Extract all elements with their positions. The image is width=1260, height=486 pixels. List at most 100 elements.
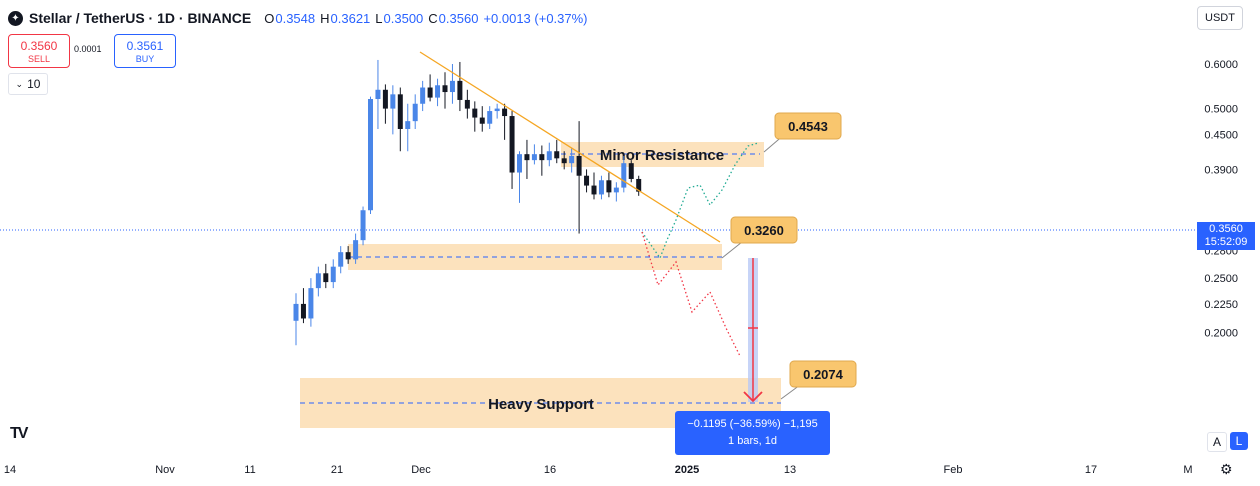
buy-button[interactable]: 0.3561 BUY xyxy=(114,34,176,68)
candle[interactable] xyxy=(338,246,344,274)
candle-body xyxy=(621,163,627,188)
measure-arrow-icon xyxy=(743,391,763,403)
candle[interactable] xyxy=(531,144,537,165)
candle[interactable] xyxy=(464,89,470,119)
candle[interactable] xyxy=(390,85,396,135)
sell-price: 0.3560 xyxy=(20,38,58,53)
candle[interactable] xyxy=(576,121,582,234)
candle[interactable] xyxy=(323,263,329,289)
candle[interactable] xyxy=(375,59,381,129)
auto-scale-button[interactable]: A xyxy=(1207,432,1227,452)
callout-0-3260[interactable]: 0.3260 xyxy=(721,216,798,259)
candle[interactable] xyxy=(420,80,426,112)
candle[interactable] xyxy=(502,103,508,140)
candle[interactable] xyxy=(479,106,485,132)
callout-text: 0.4543 xyxy=(788,119,828,134)
callout-text: 0.2074 xyxy=(803,367,844,382)
candle[interactable] xyxy=(405,103,411,152)
candle-body xyxy=(293,303,299,321)
candle[interactable] xyxy=(353,233,359,264)
currency-select[interactable]: USDT xyxy=(1197,6,1243,30)
callout-0-2074[interactable]: 0.2074 xyxy=(780,360,857,400)
candle[interactable] xyxy=(554,139,560,164)
time-tick-label: Dec xyxy=(411,464,431,476)
log-scale-button[interactable]: L xyxy=(1230,432,1248,450)
stellar-logo-icon: ✦ xyxy=(8,10,23,26)
tradingview-logo-icon[interactable]: TV xyxy=(10,425,29,442)
candle[interactable] xyxy=(300,288,306,324)
lots-dropdown[interactable]: ⌄ 10 xyxy=(8,73,48,95)
candle[interactable] xyxy=(308,278,314,327)
candle[interactable] xyxy=(457,61,463,112)
price-tick-label: 0.4500 xyxy=(1204,129,1238,141)
candle-body xyxy=(494,108,500,112)
candle-body xyxy=(554,151,560,159)
candle[interactable] xyxy=(517,151,522,203)
candle-body xyxy=(539,154,545,161)
candle[interactable] xyxy=(315,266,321,297)
support-zone[interactable] xyxy=(348,244,722,270)
candle[interactable] xyxy=(598,175,604,200)
candle-body xyxy=(524,154,530,161)
candle-body xyxy=(308,288,314,319)
candle[interactable] xyxy=(636,175,642,196)
current-price-value: 0.3560 xyxy=(1209,223,1243,235)
price-tick-label: 0.5000 xyxy=(1204,104,1238,116)
candles xyxy=(293,59,642,346)
time-tick-label: 21 xyxy=(331,464,343,476)
candle[interactable] xyxy=(360,206,366,246)
heavy-support-label: Heavy Support xyxy=(488,396,594,413)
time-tick-label: 13 xyxy=(784,464,796,476)
candle-body xyxy=(420,87,426,104)
candle[interactable] xyxy=(606,172,612,198)
spread-value: 0.0001 xyxy=(74,44,102,54)
candle[interactable] xyxy=(494,103,500,119)
candle[interactable] xyxy=(442,72,448,109)
candle[interactable] xyxy=(412,94,418,129)
candle[interactable] xyxy=(509,111,515,189)
candle[interactable] xyxy=(487,106,493,129)
gear-icon[interactable]: ⚙ xyxy=(1220,461,1233,477)
candle[interactable] xyxy=(539,145,545,176)
candle-body xyxy=(487,111,493,124)
candle[interactable] xyxy=(435,78,441,107)
candle-body xyxy=(591,185,597,195)
candle[interactable] xyxy=(613,182,619,202)
descending-trendline[interactable] xyxy=(419,51,721,243)
candle[interactable] xyxy=(591,172,597,200)
bar-countdown: 15:52:09 xyxy=(1204,236,1248,248)
symbol-title[interactable]: Stellar / TetherUS · 1D · BINANCE xyxy=(29,10,252,26)
candle[interactable] xyxy=(449,64,455,104)
candle[interactable] xyxy=(546,142,552,167)
candle[interactable] xyxy=(561,151,567,170)
high-label: H xyxy=(320,10,330,26)
open-label: O xyxy=(264,10,275,26)
candle-body xyxy=(300,303,306,319)
callout-0-4543[interactable]: 0.4543 xyxy=(763,112,842,153)
candle[interactable] xyxy=(330,259,336,289)
candle[interactable] xyxy=(621,155,627,193)
candle[interactable] xyxy=(427,74,433,102)
candle[interactable] xyxy=(293,293,299,346)
price-tick-label: 0.2250 xyxy=(1204,299,1238,311)
candle-body xyxy=(509,116,515,173)
candle[interactable] xyxy=(569,148,575,173)
current-price-tag: 0.3560 15:52:09 xyxy=(1197,222,1255,250)
candle-body xyxy=(472,108,478,118)
change-value: +0.0013 (+0.37%) xyxy=(483,10,588,26)
sell-button[interactable]: 0.3560 SELL xyxy=(8,34,70,68)
candle[interactable] xyxy=(472,101,478,132)
candle[interactable] xyxy=(397,87,403,152)
candle[interactable] xyxy=(584,169,590,193)
candle[interactable] xyxy=(382,84,388,124)
candle-body xyxy=(315,273,321,289)
price-tick-label: 0.2000 xyxy=(1204,328,1238,340)
candle[interactable] xyxy=(345,246,351,264)
candle[interactable] xyxy=(368,96,373,214)
candle-body xyxy=(360,210,366,241)
candle[interactable] xyxy=(628,160,634,183)
candle-body xyxy=(576,155,582,176)
candle[interactable] xyxy=(524,139,530,179)
candle-body xyxy=(442,85,448,93)
